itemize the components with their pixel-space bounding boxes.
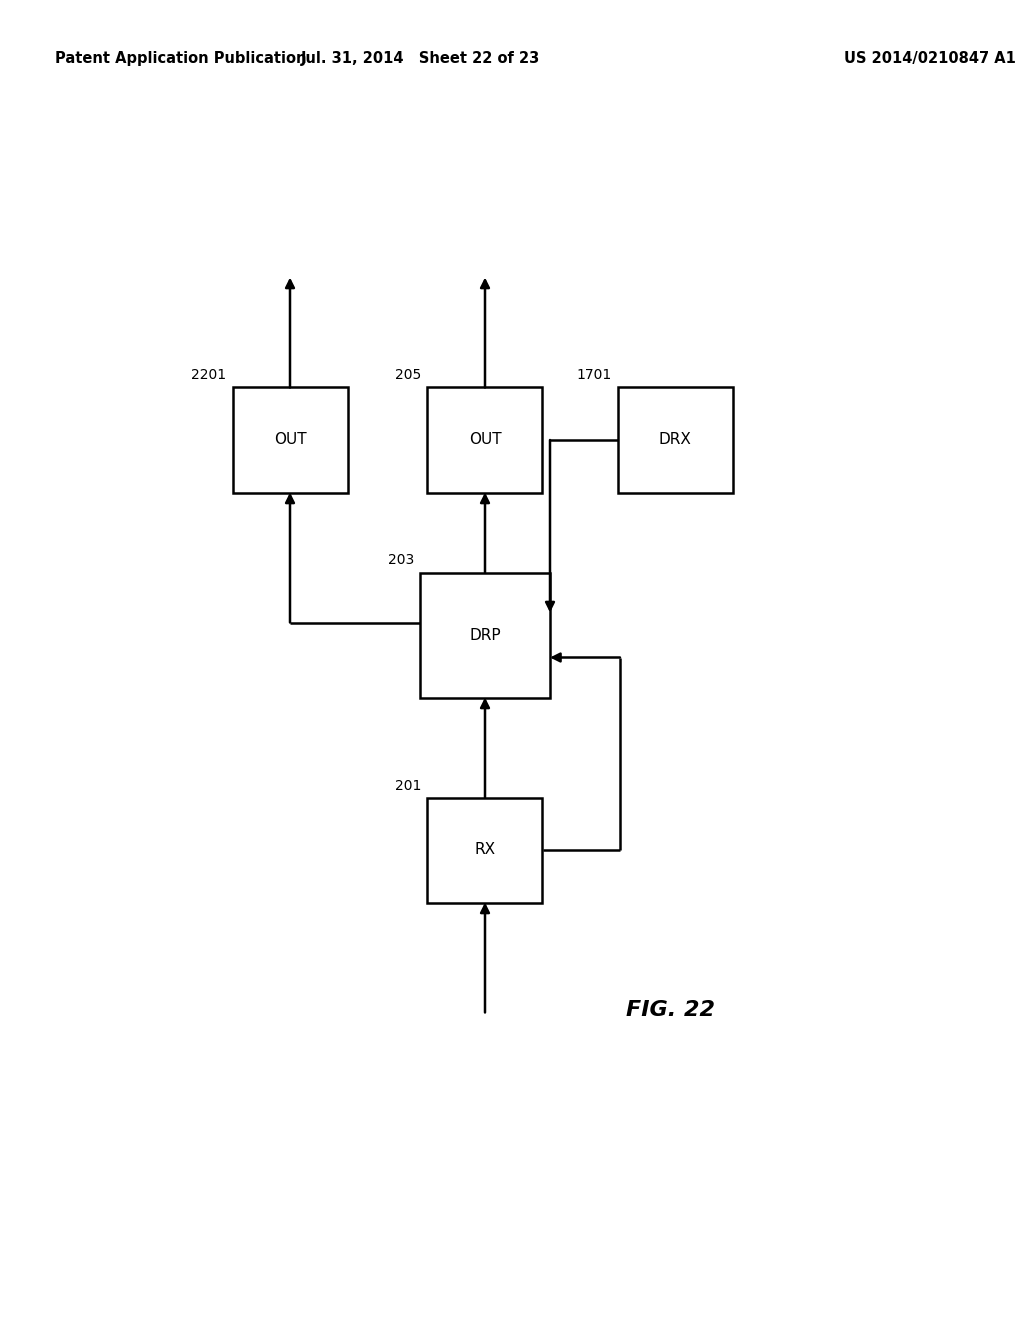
Text: OUT: OUT	[273, 433, 306, 447]
Text: 203: 203	[388, 553, 414, 568]
Text: 201: 201	[395, 779, 422, 792]
Text: FIG. 22: FIG. 22	[626, 1001, 715, 1020]
Bar	[232, 388, 347, 492]
Text: OUT: OUT	[469, 433, 502, 447]
Text: Patent Application Publication: Patent Application Publication	[55, 50, 306, 66]
Text: RX: RX	[474, 842, 496, 858]
Text: DRP: DRP	[469, 627, 501, 643]
Text: Jul. 31, 2014   Sheet 22 of 23: Jul. 31, 2014 Sheet 22 of 23	[300, 50, 540, 66]
Bar	[427, 797, 543, 903]
Bar	[427, 388, 543, 492]
Bar	[617, 388, 732, 492]
Text: 205: 205	[395, 368, 422, 383]
Text: US 2014/0210847 A1: US 2014/0210847 A1	[844, 50, 1016, 66]
Text: 1701: 1701	[577, 368, 611, 383]
Text: DRX: DRX	[658, 433, 691, 447]
Text: 2201: 2201	[191, 368, 226, 383]
Bar	[420, 573, 550, 697]
